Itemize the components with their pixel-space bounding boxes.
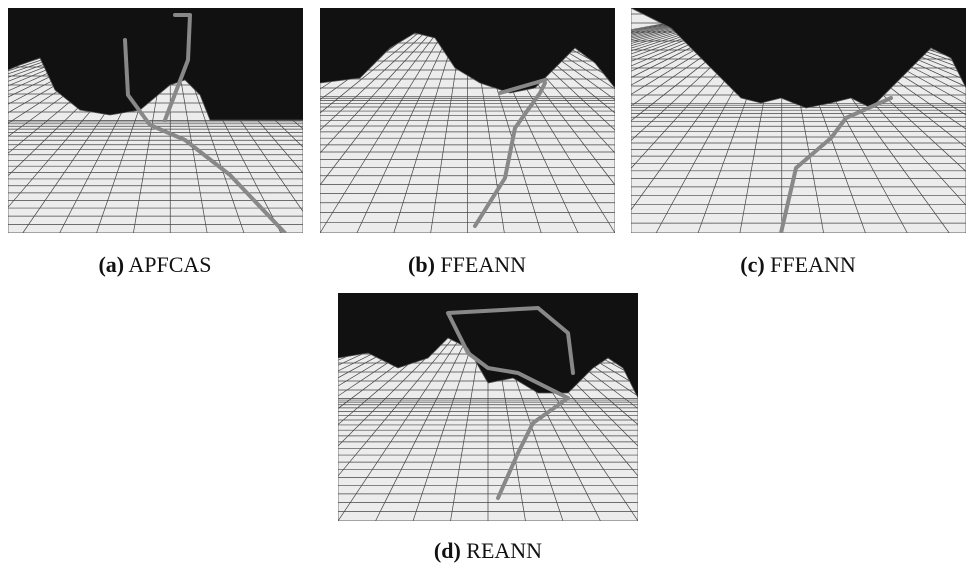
caption: (a) APFCAS	[98, 252, 211, 277]
caption-label: (d)	[434, 538, 461, 563]
caption-text: FFEANN	[770, 252, 856, 277]
render-panel	[0, 293, 972, 521]
caption: (d) REANN	[434, 538, 542, 563]
caption-label: (a)	[98, 252, 124, 277]
caption: (b) FFEANN	[408, 252, 526, 277]
caption-text: FFEANN	[440, 252, 526, 277]
caption: (c) FFEANN	[740, 252, 856, 277]
caption-text: APFCAS	[128, 252, 211, 277]
panel-content	[0, 293, 972, 521]
caption-label: (b)	[408, 252, 435, 277]
caption-text: REANN	[466, 538, 542, 563]
caption-label: (c)	[740, 252, 764, 277]
figure: (a) APFCAS (b) FFEANN (c) FFEANN (d) REA…	[0, 0, 972, 567]
